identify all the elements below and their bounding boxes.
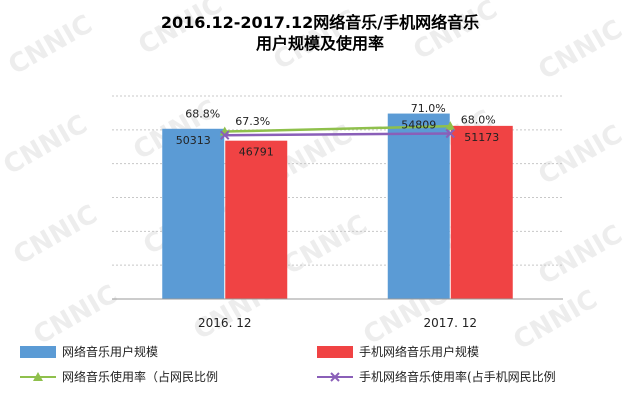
watermark-text: CNNIC [534, 14, 628, 86]
bar-手机网络音乐用户规模-2016. 12 [225, 140, 288, 299]
bar-value-label: 46791 [239, 146, 274, 159]
bar-网络音乐用户规模-2017. 12 [387, 113, 450, 299]
line-网络音乐使用率（占网民比例 [224, 124, 451, 133]
bar-value-label: 54809 [401, 119, 436, 132]
x-tick-label: 2017. 12 [424, 316, 477, 330]
legend-swatch-手机网络音乐用户规模 [317, 346, 353, 358]
watermark-text: CNNIC [534, 219, 628, 291]
legend-label: 网络音乐使用率（占网民比例 [62, 369, 218, 384]
bars [162, 113, 513, 299]
watermark-text: CNNIC [9, 199, 103, 271]
legend-label: 手机网络音乐使用率(占手机网民比例 [359, 369, 556, 384]
chart-title-line-2: 用户规模及使用率 [256, 34, 384, 53]
watermark-text: CNNIC [279, 209, 373, 281]
line-value-label: 68.8% [185, 108, 220, 121]
watermark-text: CNNIC [509, 284, 603, 356]
line-value-label: 68.0% [461, 113, 496, 126]
line-手机网络音乐使用率(占手机网民比例 [224, 132, 451, 137]
line-value-label: 67.3% [235, 115, 270, 128]
line-series [219, 121, 456, 140]
watermark-text: CNNIC [534, 119, 628, 191]
watermark-text: CNNIC [4, 9, 98, 81]
legend-marker-triangle [33, 372, 43, 381]
legend-label: 网络音乐用户规模 [62, 344, 158, 359]
watermark-text: CNNIC [29, 279, 123, 351]
chart-title-line-1: 2016.12-2017.12网络音乐/手机网络音乐 [161, 13, 479, 32]
line-point-x [220, 130, 230, 140]
bar-手机网络音乐用户规模-2017. 12 [450, 125, 513, 299]
bar-value-label: 50313 [176, 134, 211, 147]
legend-label: 手机网络音乐用户规模 [359, 344, 479, 359]
watermark-text: CNNIC [409, 0, 503, 66]
x-tick-label: 2016. 12 [198, 316, 251, 330]
line-value-label: 71.0% [411, 102, 446, 115]
legend-marker-x [330, 372, 340, 382]
line-point-x [445, 128, 455, 139]
watermark-text: CNNIC [0, 109, 93, 181]
x-axis: 2016. 12 2017. 12 [112, 298, 563, 330]
line-point-triangle [445, 121, 456, 131]
bar-value-label: 51173 [464, 131, 499, 144]
data-labels: 50313 46791 54809 51173 68.8% 71.0% 67.3% 68.0% [176, 102, 500, 159]
bar-网络音乐用户规模-2016. 12 [162, 128, 225, 299]
legend-swatch-网络音乐用户规模 [20, 346, 56, 358]
